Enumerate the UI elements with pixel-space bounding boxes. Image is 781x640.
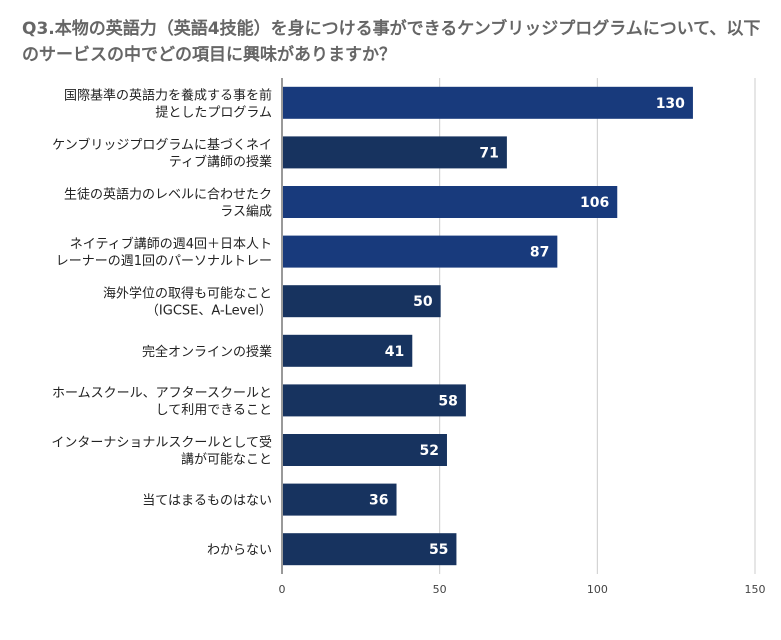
bar-5 (283, 334, 413, 367)
value-label-5: 41 (385, 344, 404, 360)
category-label-line: レーナーの週1回のパーソナルトレー (56, 254, 272, 269)
category-label-line: ラス編成 (220, 204, 272, 220)
value-label-3: 87 (530, 245, 549, 261)
bar-6 (283, 384, 466, 417)
value-label-1: 71 (479, 145, 498, 161)
category-label-8: 当てはまるものはない (142, 494, 272, 509)
value-label-8: 36 (369, 493, 388, 509)
category-label-2: 生徒の英語力のレベルに合わせたクラス編成 (64, 187, 272, 220)
bar-2 (283, 186, 618, 218)
category-label-line: インターナショナルスクールとして受 (51, 436, 272, 451)
x-tick-label-0: 0 (279, 583, 286, 596)
bar-4 (283, 285, 441, 318)
category-label-line: 提としたプログラム (155, 104, 272, 120)
category-label-line: ケンブリッジプログラムに基づくネイ (52, 137, 272, 153)
category-label-5: 完全オンラインの授業 (142, 344, 272, 360)
value-label-4: 50 (413, 294, 433, 310)
bar-3 (283, 235, 558, 268)
category-label-0: 国際基準の英語力を養成する事を前提としたプログラム (64, 87, 272, 120)
category-label-line: ホームスクール、アフタースクールと (52, 386, 272, 401)
category-label-7: インターナショナルスクールとして受講が可能なこと (51, 436, 272, 468)
value-label-0: 130 (656, 96, 685, 112)
x-tick-label-1: 50 (433, 583, 447, 596)
category-label-line: ティブ講師の授業 (169, 154, 272, 170)
bar-8 (283, 483, 397, 516)
category-label-3: ネイティブ講師の週4回＋日本人トレーナーの週1回のパーソナルトレー (56, 236, 272, 269)
category-label-line: 完全オンラインの授業 (142, 344, 272, 360)
category-label-line: 生徒の英語力のレベルに合わせたク (64, 187, 272, 203)
x-tick-label-2: 100 (587, 583, 608, 596)
category-label-line: （IGCSE、A-Level） (146, 304, 272, 319)
category-label-6: ホームスクール、アフタースクールとして利用できること (52, 386, 272, 418)
category-label-line: わからない (207, 543, 272, 558)
category-label-line: 国際基準の英語力を養成する事を前 (64, 87, 272, 103)
category-label-9: わからない (207, 543, 272, 558)
value-label-6: 58 (438, 393, 457, 409)
x-tick-label-3: 150 (745, 583, 766, 596)
bar-7 (283, 434, 447, 466)
category-label-4: 海外学位の取得も可能なこと （IGCSE、A-Level） (103, 286, 272, 319)
category-label-1: ケンブリッジプログラムに基づくネイティブ講師の授業 (52, 137, 272, 170)
category-label-line: して利用できること (156, 403, 272, 418)
value-label-9: 55 (429, 542, 448, 558)
chart-title: Q3.本物の英語力（英語4技能）を身につける事ができるケンブリッジプログラムにつ… (22, 19, 761, 65)
bar-1 (283, 136, 507, 169)
category-label-line: 海外学位の取得も可能なこと (103, 286, 272, 302)
bar-9 (283, 533, 457, 566)
value-label-2: 106 (580, 195, 609, 211)
category-label-line: 当てはまるものはない (142, 494, 272, 509)
category-label-line: ネイティブ講師の週4回＋日本人ト (70, 236, 272, 252)
value-label-7: 52 (419, 443, 438, 459)
category-label-line: 講が可能なこと (181, 452, 272, 468)
bar-0 (283, 86, 693, 119)
